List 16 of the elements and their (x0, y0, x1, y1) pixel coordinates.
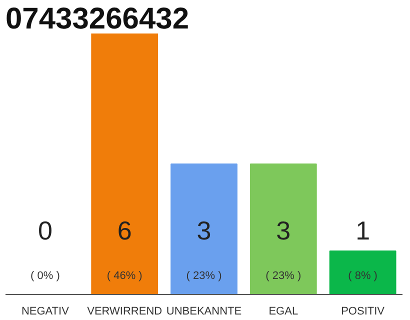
data-label: 6 (117, 216, 132, 246)
data-label: 3 (196, 216, 212, 246)
x-tick-label: VERWIRREND (87, 306, 162, 318)
data-label: 3 (276, 216, 291, 246)
annotation: ( 23% ) (186, 270, 222, 282)
data-label: 0 (38, 216, 52, 246)
annotation: ( 0% ) (30, 270, 60, 282)
data-label: 1 (356, 216, 370, 246)
x-tick-label: POSITIV (341, 306, 386, 318)
x-tick-label: EGAL (268, 306, 298, 318)
annotation: ( 46% ) (106, 270, 142, 282)
x-tick-label: NEGATIV (21, 306, 70, 318)
annotation: ( 8% ) (348, 270, 378, 282)
x-tick-label: UNBEKANNTE (166, 306, 242, 318)
annotation: ( 23% ) (266, 270, 302, 282)
chart-title: 07433266432 (6, 2, 190, 36)
